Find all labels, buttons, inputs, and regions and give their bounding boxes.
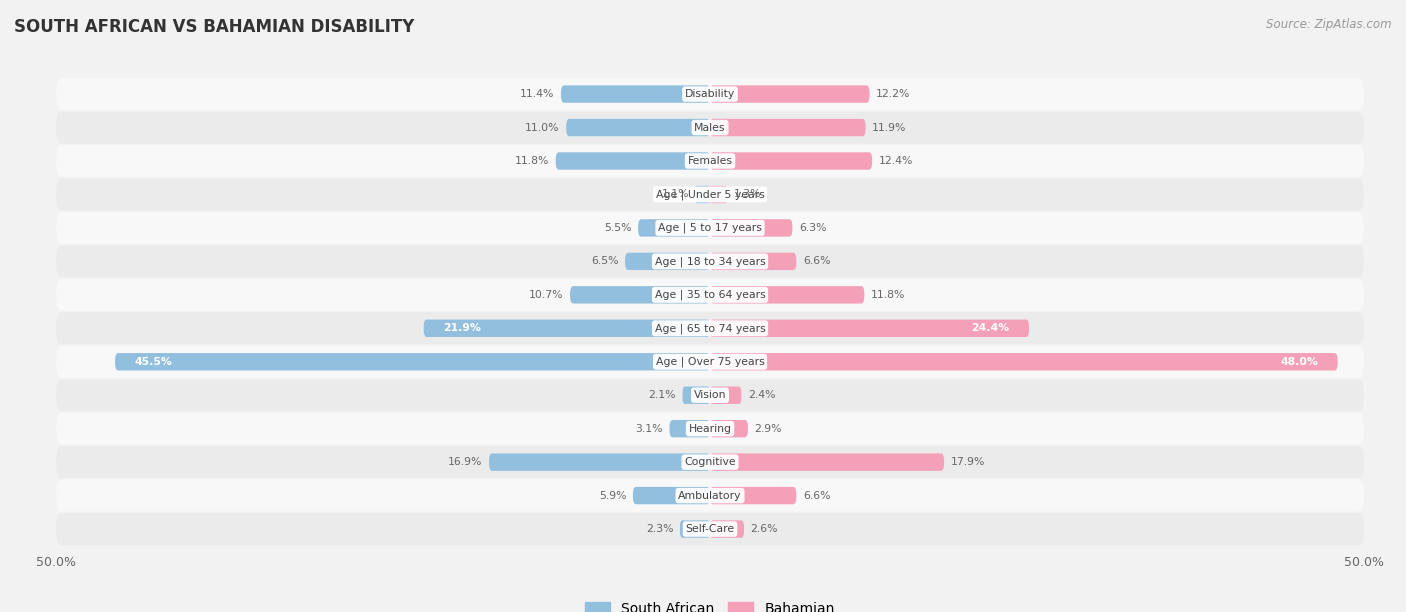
FancyBboxPatch shape [710,119,866,136]
Text: Age | Under 5 years: Age | Under 5 years [655,189,765,200]
FancyBboxPatch shape [638,219,710,237]
Text: 5.5%: 5.5% [605,223,631,233]
Text: 11.8%: 11.8% [870,290,905,300]
FancyBboxPatch shape [569,286,710,304]
Text: Cognitive: Cognitive [685,457,735,467]
Text: 5.9%: 5.9% [599,491,626,501]
FancyBboxPatch shape [669,420,710,438]
Text: Males: Males [695,122,725,133]
FancyBboxPatch shape [56,446,1364,478]
Text: 1.3%: 1.3% [734,190,761,200]
Text: Self-Care: Self-Care [686,524,734,534]
Text: Disability: Disability [685,89,735,99]
Text: Ambulatory: Ambulatory [678,491,742,501]
FancyBboxPatch shape [710,219,793,237]
Text: 11.0%: 11.0% [526,122,560,133]
FancyBboxPatch shape [710,186,727,203]
Text: Age | 65 to 74 years: Age | 65 to 74 years [655,323,765,334]
FancyBboxPatch shape [710,487,796,504]
Text: 17.9%: 17.9% [950,457,986,467]
FancyBboxPatch shape [489,453,710,471]
FancyBboxPatch shape [56,279,1364,311]
FancyBboxPatch shape [56,145,1364,177]
FancyBboxPatch shape [555,152,710,170]
Text: 11.9%: 11.9% [872,122,907,133]
FancyBboxPatch shape [710,86,869,103]
FancyBboxPatch shape [56,245,1364,277]
Text: 48.0%: 48.0% [1281,357,1317,367]
FancyBboxPatch shape [633,487,710,504]
FancyBboxPatch shape [626,253,710,270]
Text: 2.9%: 2.9% [755,424,782,434]
FancyBboxPatch shape [682,387,710,404]
FancyBboxPatch shape [681,520,710,538]
FancyBboxPatch shape [561,86,710,103]
Text: Hearing: Hearing [689,424,731,434]
Text: Age | Over 75 years: Age | Over 75 years [655,357,765,367]
FancyBboxPatch shape [710,453,943,471]
FancyBboxPatch shape [710,520,744,538]
FancyBboxPatch shape [710,420,748,438]
Text: Age | 5 to 17 years: Age | 5 to 17 years [658,223,762,233]
FancyBboxPatch shape [567,119,710,136]
FancyBboxPatch shape [56,78,1364,110]
Text: Females: Females [688,156,733,166]
Text: 6.5%: 6.5% [591,256,619,266]
FancyBboxPatch shape [710,152,872,170]
FancyBboxPatch shape [56,179,1364,211]
Text: Age | 18 to 34 years: Age | 18 to 34 years [655,256,765,267]
Text: 6.6%: 6.6% [803,491,831,501]
Text: 2.4%: 2.4% [748,390,776,400]
FancyBboxPatch shape [56,513,1364,545]
Text: 2.6%: 2.6% [751,524,778,534]
FancyBboxPatch shape [56,111,1364,144]
FancyBboxPatch shape [56,412,1364,445]
Text: 2.1%: 2.1% [648,390,676,400]
Text: 1.1%: 1.1% [662,190,689,200]
Text: 16.9%: 16.9% [449,457,482,467]
Text: 11.8%: 11.8% [515,156,550,166]
FancyBboxPatch shape [115,353,710,370]
Legend: South African, Bahamian: South African, Bahamian [579,596,841,612]
Text: 12.4%: 12.4% [879,156,912,166]
FancyBboxPatch shape [56,346,1364,378]
Text: 45.5%: 45.5% [135,357,173,367]
FancyBboxPatch shape [710,319,1029,337]
Text: 10.7%: 10.7% [529,290,564,300]
FancyBboxPatch shape [710,387,741,404]
FancyBboxPatch shape [696,186,710,203]
Text: Age | 35 to 64 years: Age | 35 to 64 years [655,289,765,300]
FancyBboxPatch shape [710,353,1337,370]
FancyBboxPatch shape [56,480,1364,512]
FancyBboxPatch shape [710,286,865,304]
Text: 24.4%: 24.4% [972,323,1010,334]
Text: 21.9%: 21.9% [443,323,481,334]
Text: 6.3%: 6.3% [799,223,827,233]
FancyBboxPatch shape [56,379,1364,411]
Text: Vision: Vision [693,390,727,400]
Text: Source: ZipAtlas.com: Source: ZipAtlas.com [1267,18,1392,31]
FancyBboxPatch shape [56,312,1364,345]
Text: 6.6%: 6.6% [803,256,831,266]
Text: 11.4%: 11.4% [520,89,554,99]
FancyBboxPatch shape [710,253,796,270]
Text: 3.1%: 3.1% [636,424,664,434]
Text: SOUTH AFRICAN VS BAHAMIAN DISABILITY: SOUTH AFRICAN VS BAHAMIAN DISABILITY [14,18,415,36]
FancyBboxPatch shape [423,319,710,337]
Text: 2.3%: 2.3% [645,524,673,534]
FancyBboxPatch shape [56,212,1364,244]
Text: 12.2%: 12.2% [876,89,911,99]
